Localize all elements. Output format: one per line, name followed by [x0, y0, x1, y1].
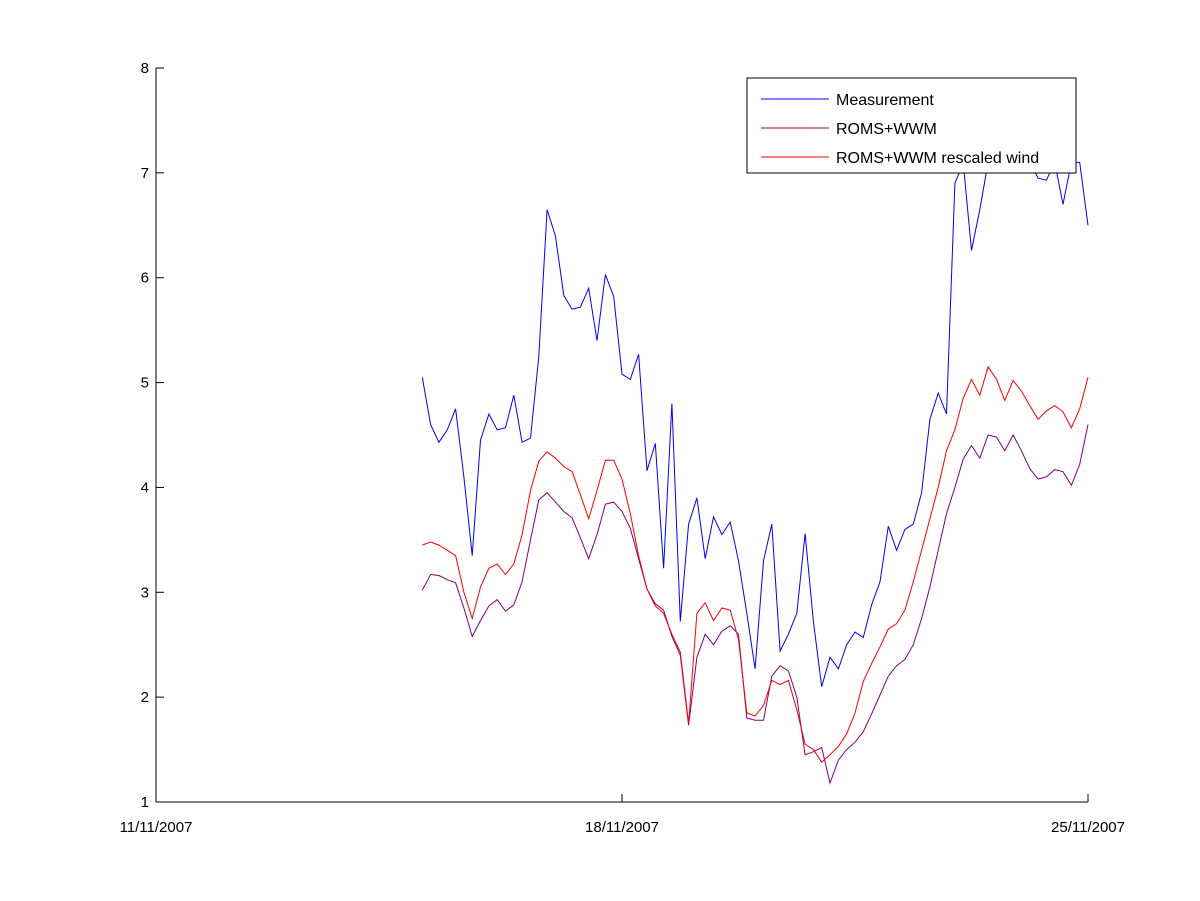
y-tick-label: 3 — [141, 584, 149, 601]
x-tick-label: 18/11/2007 — [585, 819, 659, 836]
axes: 1 2 3 4 5 6 7 8 11/11/2007 18/11/2007 25/11/2007 — [120, 60, 1125, 836]
x-tick-label: 11/11/2007 — [120, 819, 193, 836]
series-lines — [421, 160, 1089, 785]
y-tick-label: 8 — [141, 60, 149, 77]
y-tick-label: 6 — [141, 270, 149, 287]
legend-label-2: ROMS+WWM — [836, 121, 937, 138]
series-line-1 — [421, 160, 1089, 687]
series-line-3 — [422, 365, 1089, 763]
legend-label-1: Measurement — [836, 92, 934, 109]
y-tick-label: 4 — [141, 479, 149, 496]
series-line-2 — [421, 424, 1089, 785]
legend: Measurement ROMS+WWM ROMS+WWM rescaled win… — [746, 77, 1077, 174]
y-tick-label: 7 — [141, 165, 149, 182]
x-tick-label: 25/11/2007 — [1051, 819, 1125, 836]
legend-label-3: ROMS+WWM rescaled wind — [836, 150, 1039, 167]
y-tick-label: 1 — [141, 794, 149, 811]
y-tick-label: 5 — [141, 375, 149, 392]
y-tick-label: 2 — [141, 689, 149, 706]
